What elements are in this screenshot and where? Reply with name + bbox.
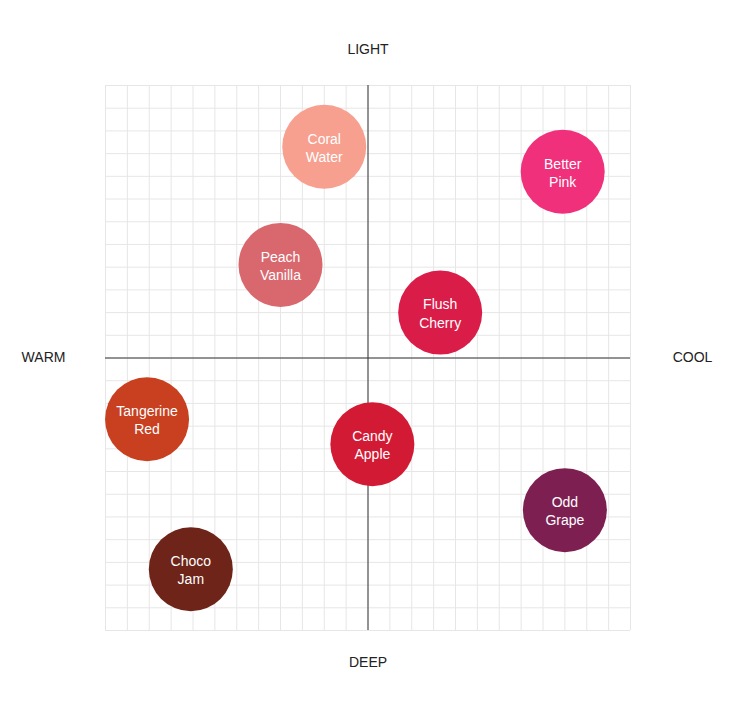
svg-text:CandyApple: CandyApple bbox=[352, 428, 392, 462]
svg-text:TangerineRed: TangerineRed bbox=[116, 403, 178, 437]
svg-text:COOL: COOL bbox=[673, 349, 713, 365]
svg-text:WARM: WARM bbox=[22, 349, 66, 365]
svg-text:ChocoJam: ChocoJam bbox=[171, 553, 212, 587]
svg-text:CoralWater: CoralWater bbox=[306, 131, 343, 165]
svg-text:DEEP: DEEP bbox=[349, 654, 387, 670]
svg-text:PeachVanilla: PeachVanilla bbox=[260, 249, 301, 283]
svg-text:FlushCherry: FlushCherry bbox=[419, 296, 461, 330]
svg-text:BetterPink: BetterPink bbox=[544, 156, 582, 190]
svg-text:LIGHT: LIGHT bbox=[347, 41, 389, 57]
svg-text:OddGrape: OddGrape bbox=[545, 494, 584, 528]
